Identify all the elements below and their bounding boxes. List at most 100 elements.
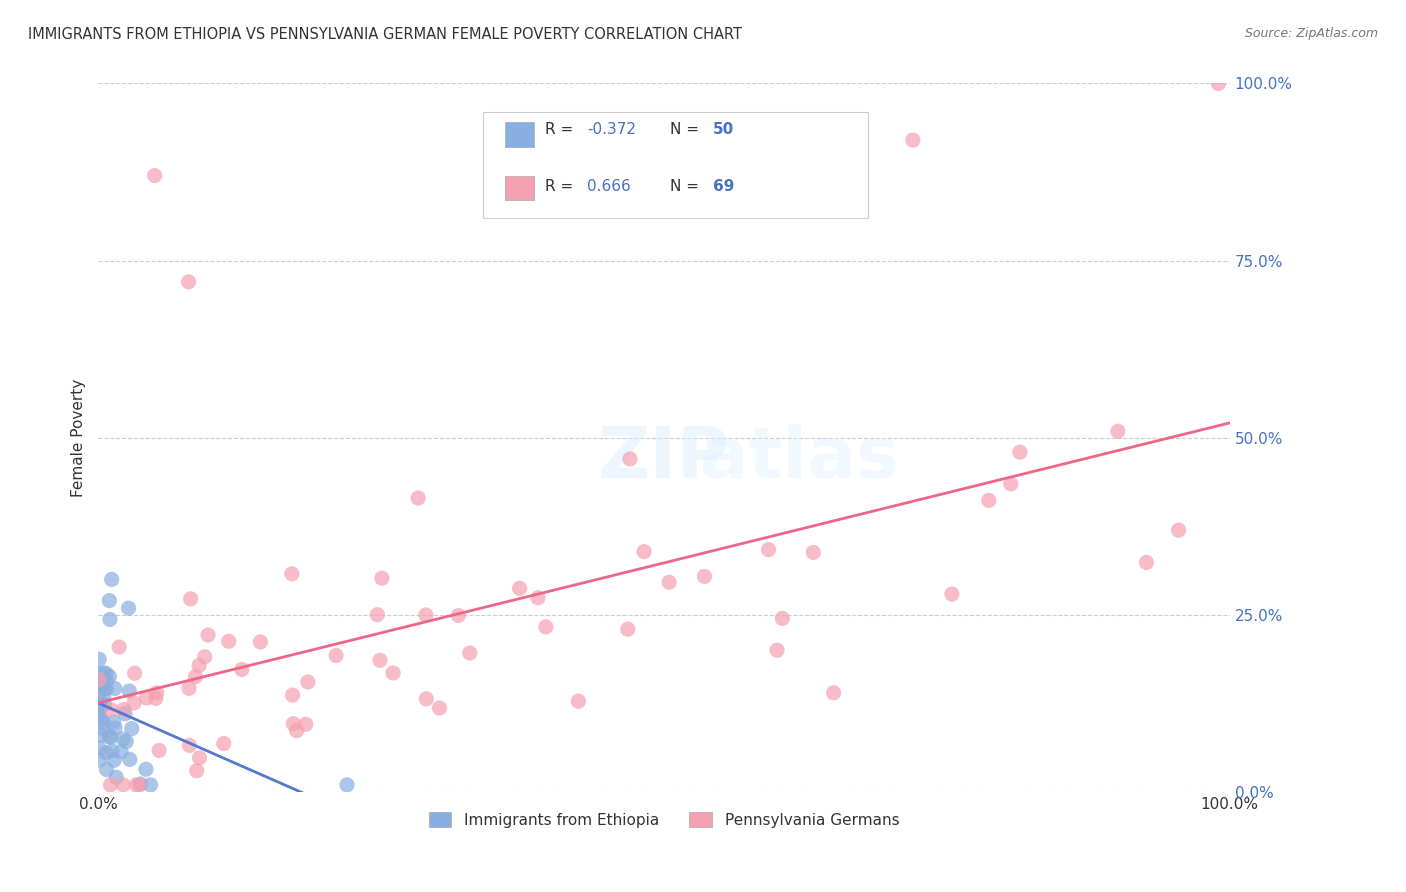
Point (110, 745, 132, 759)
Point (180, 591, 202, 606)
Point (98, 669, 121, 683)
Point (100, 703, 122, 717)
Point (295, 717, 318, 731)
Text: IMMIGRANTS FROM ETHIOPIA VS PENNSYLVANIA GERMAN FEMALE POVERTY CORRELATION CHART: IMMIGRANTS FROM ETHIOPIA VS PENNSYLVANIA… (28, 27, 742, 42)
Point (93, 665, 115, 680)
Point (121, 722, 143, 736)
Point (89, 652, 111, 666)
Point (89, 753, 111, 767)
Point (91, 714, 114, 729)
Legend: Immigrants from Ethiopia, Pennsylvania Germans: Immigrants from Ethiopia, Pennsylvania G… (422, 805, 905, 834)
Point (89, 674, 111, 689)
Point (89, 676, 111, 690)
Point (96, 763, 118, 777)
Point (108, 640, 131, 654)
Point (368, 653, 391, 667)
Point (100, 731, 122, 745)
Point (382, 665, 405, 680)
Point (336, 778, 359, 792)
Point (89, 674, 111, 689)
Point (249, 635, 271, 649)
Point (283, 716, 305, 731)
Point (122, 696, 145, 710)
Point (89, 701, 111, 715)
Point (98, 613, 121, 627)
Text: 0.666: 0.666 (586, 179, 631, 194)
Point (447, 608, 470, 623)
Point (96, 681, 118, 696)
Text: atlas: atlas (700, 425, 900, 493)
Text: Source: ZipAtlas.com: Source: ZipAtlas.com (1244, 27, 1378, 40)
Point (406, 491, 429, 505)
Point (977, 493, 1000, 508)
Point (770, 611, 793, 625)
Point (93, 698, 115, 712)
Point (1167, 523, 1189, 537)
Point (118, 684, 141, 698)
Point (93, 690, 115, 704)
Text: 69: 69 (713, 179, 734, 194)
Text: R =: R = (546, 122, 578, 137)
Point (115, 734, 138, 748)
Point (188, 751, 211, 765)
Point (103, 714, 125, 729)
Point (458, 646, 481, 660)
Point (143, 169, 166, 183)
Point (197, 628, 219, 642)
Point (112, 702, 135, 716)
Point (212, 737, 235, 751)
Point (218, 634, 240, 648)
Point (105, 770, 128, 784)
Point (90, 674, 112, 689)
Y-axis label: Female Poverty: Female Poverty (72, 378, 86, 497)
Point (186, 764, 208, 778)
Point (231, 662, 253, 676)
Point (509, 582, 531, 596)
Point (98, 593, 121, 607)
Point (89, 741, 111, 756)
Point (145, 691, 167, 706)
Point (100, 573, 122, 587)
Point (901, 133, 924, 147)
Point (124, 666, 146, 681)
Point (89, 677, 111, 691)
Point (104, 681, 127, 696)
Point (371, 571, 394, 585)
Point (94, 681, 117, 696)
Point (96, 746, 118, 760)
Point (766, 643, 789, 657)
Text: N =: N = (669, 122, 703, 137)
Point (194, 649, 217, 664)
Point (128, 778, 150, 792)
Point (135, 762, 157, 776)
Point (89, 685, 111, 699)
Point (125, 778, 148, 792)
Point (129, 777, 152, 791)
FancyBboxPatch shape (505, 176, 534, 201)
Point (297, 675, 319, 690)
Point (103, 753, 125, 767)
Point (527, 591, 550, 605)
Point (281, 688, 304, 702)
Point (285, 723, 308, 738)
Point (101, 744, 124, 758)
FancyBboxPatch shape (505, 122, 534, 147)
Point (415, 692, 437, 706)
Point (117, 601, 139, 615)
Text: -0.372: -0.372 (586, 122, 636, 137)
Point (177, 681, 200, 696)
Point (90, 713, 112, 727)
Point (415, 607, 437, 622)
Point (179, 739, 201, 753)
Point (104, 721, 127, 735)
Point (534, 620, 557, 634)
Point (148, 743, 170, 757)
Point (567, 694, 589, 708)
Point (89, 698, 111, 712)
Point (1008, 445, 1031, 459)
Point (89, 666, 111, 681)
Point (89, 673, 111, 687)
Point (96, 666, 118, 681)
Point (325, 648, 347, 663)
Point (139, 778, 162, 792)
